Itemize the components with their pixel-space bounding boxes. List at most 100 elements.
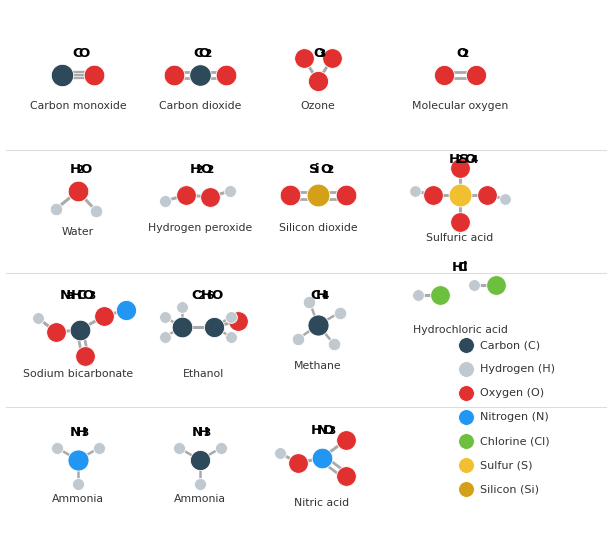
Text: O: O — [82, 289, 94, 302]
Text: O: O — [199, 47, 210, 60]
Point — [226, 332, 236, 341]
Text: Nitrogen (N): Nitrogen (N) — [480, 412, 549, 422]
Text: C: C — [72, 47, 82, 60]
Text: H: H — [76, 426, 87, 439]
Text: N: N — [70, 426, 81, 439]
Point — [461, 412, 471, 421]
Text: Ethanol: Ethanol — [184, 369, 225, 379]
Point — [482, 190, 492, 199]
Point — [461, 437, 471, 446]
Point — [216, 443, 226, 452]
Point — [285, 190, 295, 199]
Text: O: O — [200, 163, 211, 176]
Point — [94, 443, 103, 452]
Point — [317, 453, 327, 462]
Text: 3: 3 — [88, 291, 95, 301]
Point — [461, 388, 471, 397]
Text: a: a — [65, 289, 74, 302]
Point — [299, 54, 308, 63]
Point — [461, 461, 471, 470]
Point — [428, 190, 438, 199]
Point — [455, 190, 465, 199]
Text: Hydrochloric acid: Hydrochloric acid — [412, 325, 507, 335]
Point — [410, 186, 420, 195]
Point — [99, 311, 109, 320]
Text: Ammonia: Ammonia — [174, 494, 226, 504]
Point — [341, 436, 351, 445]
Text: 2: 2 — [76, 165, 83, 175]
Text: H: H — [70, 163, 81, 176]
Text: 4: 4 — [321, 291, 329, 301]
Point — [177, 322, 187, 331]
Text: S: S — [309, 163, 319, 176]
Point — [341, 190, 351, 199]
Text: 2: 2 — [196, 291, 204, 301]
Text: Sulfuric acid: Sulfuric acid — [427, 233, 494, 243]
Point — [51, 205, 61, 214]
Point — [75, 326, 85, 335]
Text: H: H — [198, 426, 209, 439]
Point — [305, 297, 315, 306]
Text: 3: 3 — [319, 49, 326, 59]
Text: O: O — [313, 47, 324, 60]
Text: N: N — [192, 426, 203, 439]
Point — [205, 193, 215, 201]
Point — [57, 70, 67, 79]
Point — [313, 321, 323, 330]
Point — [491, 281, 501, 290]
Text: 2: 2 — [204, 49, 212, 59]
Point — [313, 190, 323, 199]
Point — [181, 190, 191, 199]
Text: N: N — [59, 289, 70, 302]
Point — [226, 312, 236, 321]
Point — [160, 332, 170, 341]
Text: 2: 2 — [326, 165, 334, 175]
Point — [33, 314, 43, 322]
Text: O: O — [211, 289, 223, 302]
Point — [275, 448, 285, 457]
Text: Chlorine (Cl): Chlorine (Cl) — [480, 436, 550, 446]
Text: Hydrogen (H): Hydrogen (H) — [480, 364, 555, 374]
Text: O: O — [321, 163, 332, 176]
Point — [177, 302, 187, 311]
Point — [461, 341, 471, 350]
Text: 3: 3 — [328, 426, 335, 436]
Text: Carbon monoxide: Carbon monoxide — [30, 101, 126, 111]
Text: Ozone: Ozone — [300, 101, 335, 111]
Point — [169, 70, 179, 79]
Text: Molecular oxygen: Molecular oxygen — [412, 101, 508, 111]
Point — [329, 340, 339, 349]
Text: 2: 2 — [195, 165, 203, 175]
Text: 2: 2 — [455, 155, 462, 165]
Text: 6: 6 — [207, 291, 214, 301]
Point — [91, 206, 101, 215]
Text: Sulfur (S): Sulfur (S) — [480, 460, 532, 470]
Text: Water: Water — [62, 227, 94, 237]
Text: N: N — [317, 424, 328, 437]
Point — [73, 456, 83, 465]
Text: C: C — [76, 289, 86, 302]
Point — [435, 291, 445, 300]
Text: H: H — [201, 289, 212, 302]
Text: C: C — [310, 289, 319, 302]
Point — [52, 443, 62, 452]
Text: 3: 3 — [81, 428, 89, 438]
Point — [313, 77, 323, 85]
Text: H: H — [311, 424, 323, 437]
Text: 2: 2 — [206, 165, 213, 175]
Point — [455, 164, 465, 173]
Text: H: H — [449, 153, 460, 166]
Text: H: H — [190, 163, 201, 176]
Point — [461, 485, 471, 493]
Point — [160, 196, 170, 205]
Text: Nitric acid: Nitric acid — [294, 498, 349, 508]
Point — [341, 472, 351, 481]
Text: O: O — [456, 47, 467, 60]
Point — [73, 186, 83, 195]
Point — [293, 458, 303, 467]
Text: Sodium bicarbonate: Sodium bicarbonate — [23, 369, 133, 379]
Text: Carbon dioxide: Carbon dioxide — [159, 101, 241, 111]
Text: Silicon dioxide: Silicon dioxide — [278, 223, 357, 233]
Point — [439, 70, 449, 79]
Text: 2: 2 — [461, 49, 469, 59]
